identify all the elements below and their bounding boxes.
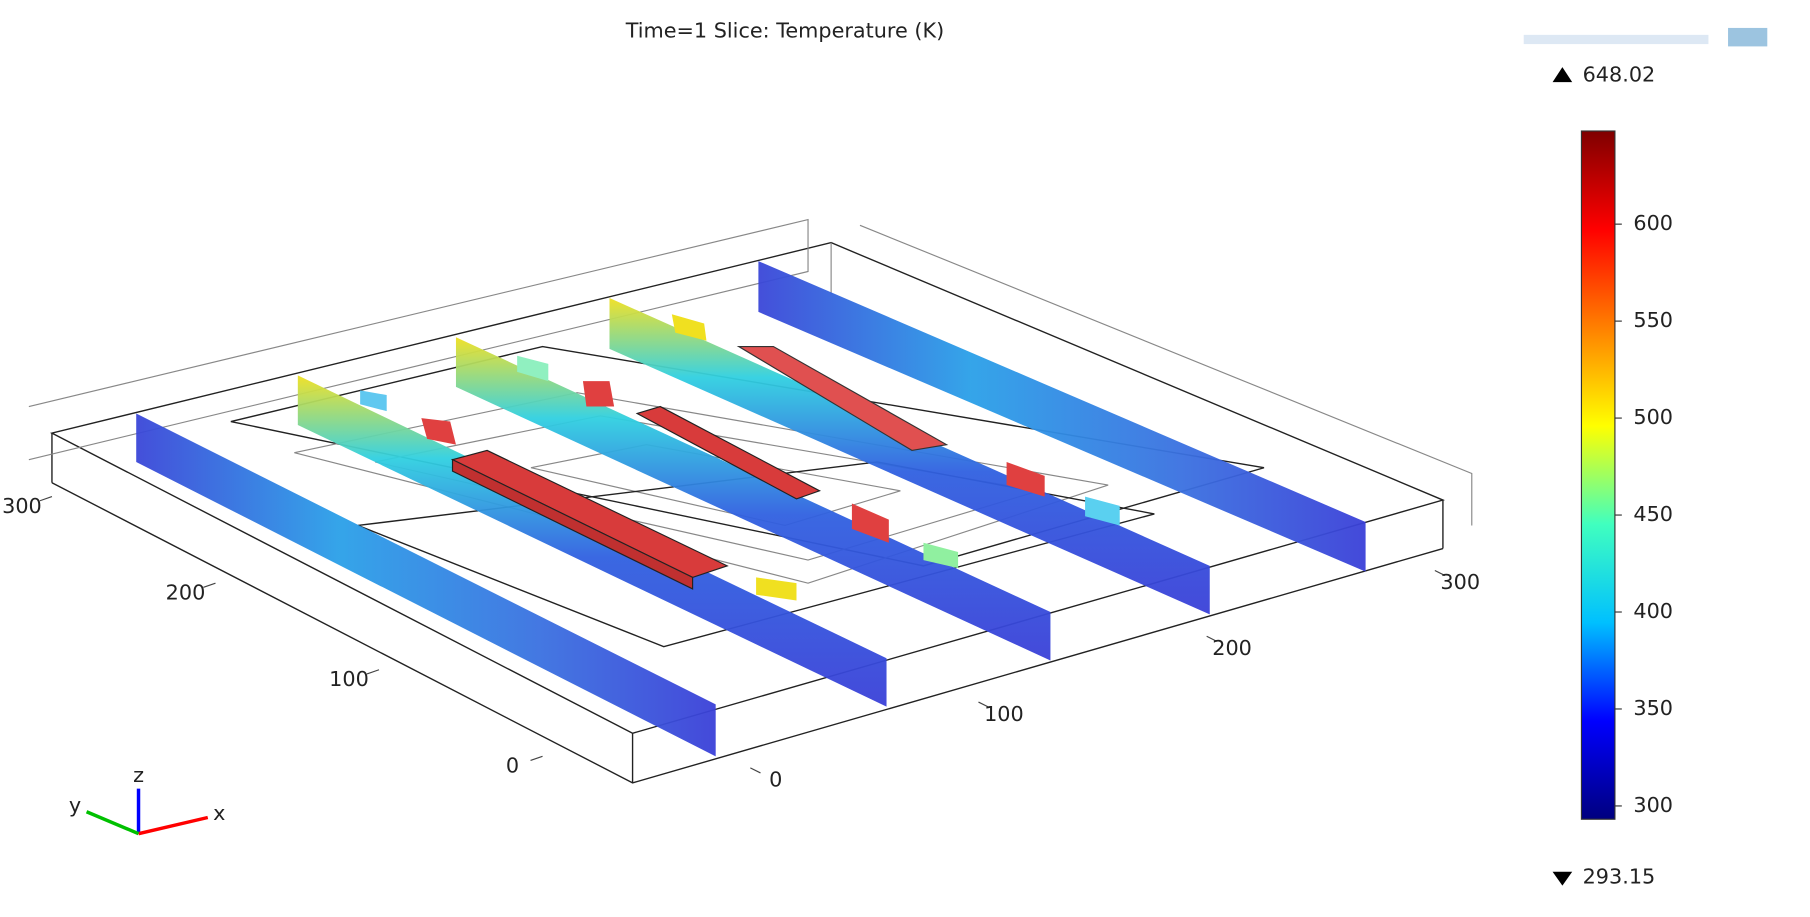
- yticks-label: 200: [166, 581, 206, 605]
- colorbar-tick-label: 400: [1633, 599, 1673, 623]
- xticks-label: 300: [1440, 570, 1480, 594]
- colorbar-max: 648.02: [1583, 62, 1656, 86]
- logo: [1524, 28, 1768, 46]
- colorbar-tick-label: 450: [1633, 502, 1673, 526]
- xticks-label: 0: [769, 768, 782, 792]
- chart-title: Time=1 Slice: Temperature (K): [625, 18, 945, 42]
- x-axis-label: x: [213, 801, 225, 825]
- z-axis-label: z: [133, 763, 144, 787]
- axis-triad: [87, 789, 208, 834]
- colorbar-tick-label: 600: [1633, 211, 1673, 235]
- xticks-label: 200: [1212, 636, 1252, 660]
- yticks-label: 0: [506, 754, 519, 778]
- max-marker: [1553, 67, 1573, 82]
- colorbar-tick-label: 300: [1633, 793, 1673, 817]
- colorbar-min: 293.15: [1583, 865, 1656, 889]
- geometry: [29, 220, 1472, 783]
- colorbar-tick-label: 350: [1633, 696, 1673, 720]
- colorbar-tick-label: 500: [1633, 405, 1673, 429]
- tick-mark: [750, 768, 760, 773]
- yticks-label: 100: [329, 667, 369, 691]
- tick-mark: [531, 756, 543, 760]
- min-marker: [1553, 872, 1573, 886]
- chart: Time=1 Slice: Temperature (K) z x y 0 100…: [0, 0, 1810, 917]
- colorbar-tick-label: 550: [1633, 308, 1673, 332]
- y-axis-label: y: [69, 793, 81, 817]
- colorbar: [1581, 131, 1614, 819]
- xticks-label: 100: [984, 702, 1024, 726]
- yticks-label: 300: [2, 494, 42, 518]
